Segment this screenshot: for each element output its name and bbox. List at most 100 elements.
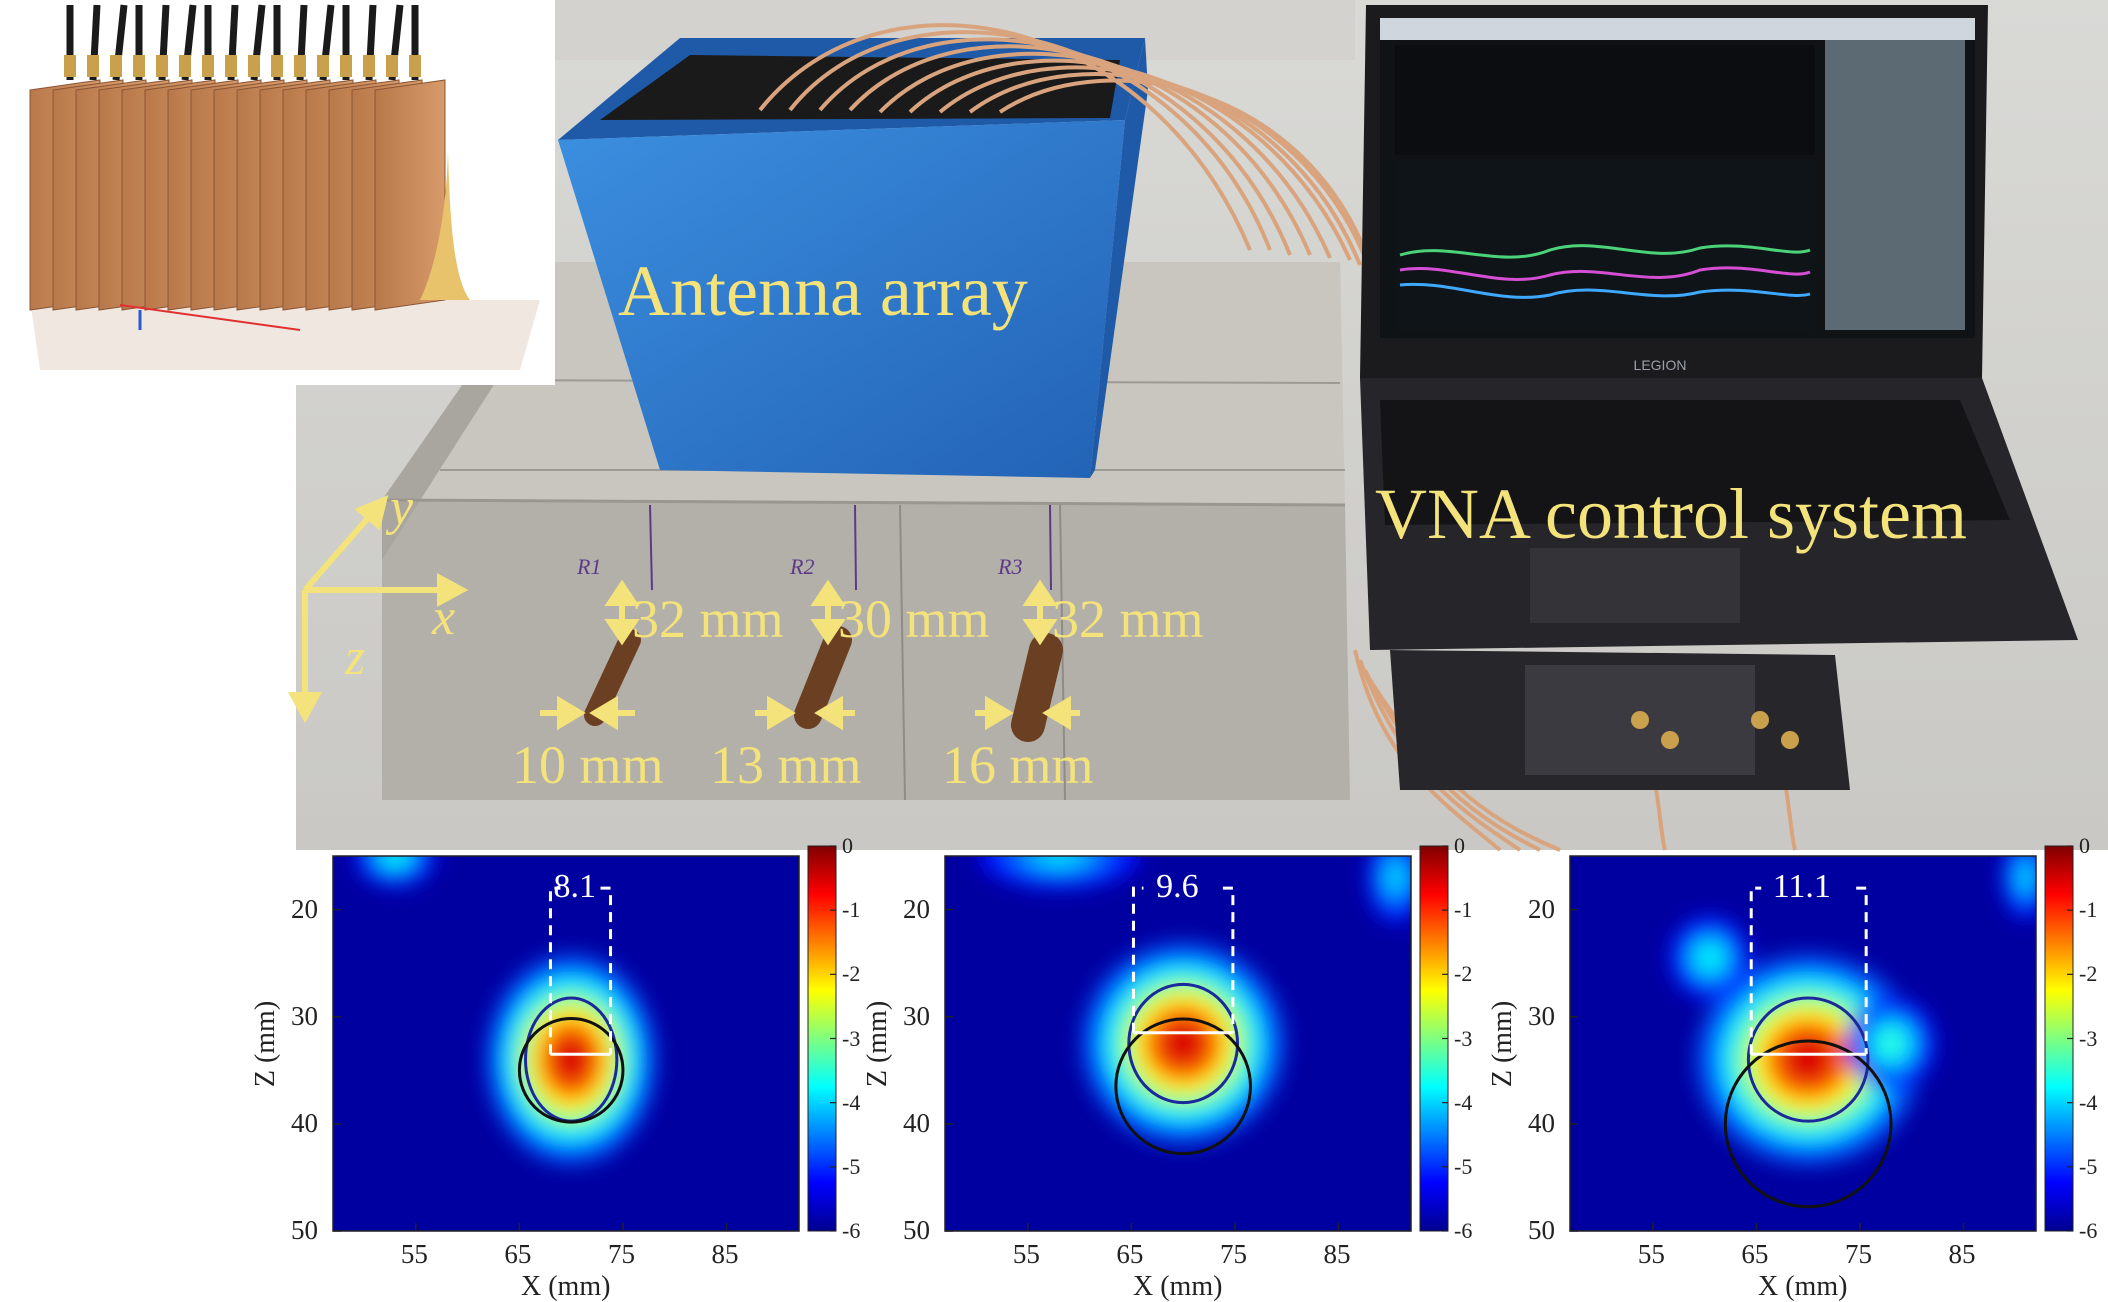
colorbar-tick-label: 0 (2079, 833, 2090, 858)
heatmap-level (1393, 875, 1398, 880)
x-tick-label: 65 (1116, 1239, 1144, 1269)
true-rebar-circle (1723, 1039, 1893, 1209)
heatmap-level (385, 856, 405, 864)
width-bracket (548, 886, 613, 1055)
heatmap-level (1707, 955, 1712, 960)
y-axis-label: Z (mm) (862, 1000, 894, 1087)
heatmap-level (2023, 875, 2028, 880)
sma-connector (340, 55, 352, 77)
axis-x-letter: x (432, 589, 456, 646)
heatmap-level (569, 1057, 574, 1062)
y-tick-label: 30 (291, 1000, 318, 1031)
width-bracket (1749, 886, 1868, 1055)
antenna-feed-trace (420, 150, 470, 300)
y-tick-label: 30 (903, 1000, 930, 1031)
sma-connector (317, 55, 329, 77)
x-axis-label: X (mm) (1133, 1271, 1223, 1302)
y-tick-label: 50 (903, 1215, 930, 1245)
colorbar-tick-label: -6 (842, 1218, 861, 1243)
cover-3-label: 32 mm (1052, 589, 1204, 649)
x-tick-label: 65 (1741, 1239, 1769, 1269)
true-rebar-circle (1114, 1017, 1252, 1156)
x-tick-label: 55 (400, 1239, 428, 1269)
x-axis-label: X (mm) (521, 1271, 611, 1302)
y-tick-label: 40 (291, 1107, 318, 1138)
rebar-1 (584, 629, 641, 726)
sma-connector (409, 55, 421, 77)
colorbar-tick-label: -4 (1454, 1089, 1473, 1115)
colorbar-tick-label: -2 (842, 961, 861, 987)
width-annotation: 9.6 (1156, 868, 1199, 906)
y-tick-label: 30 (1528, 1000, 1555, 1031)
sma-connector (363, 55, 375, 77)
colorbar-tick-label: 0 (1454, 833, 1465, 858)
sma-connector (156, 55, 168, 77)
rebar-3 (1011, 633, 1063, 742)
x-tick-label: 75 (1844, 1239, 1872, 1269)
colorbar-tick-label: -2 (1454, 961, 1473, 987)
diameter-3-label: 16 mm (942, 735, 1094, 795)
heatmap-level (1889, 1041, 1894, 1046)
colorbar-tick-label: -6 (2079, 1218, 2098, 1243)
rebar-mark-1: R1 (577, 554, 602, 579)
heatmap-panel-1 (332, 845, 837, 1232)
colorbar-tick-label: -3 (2079, 1025, 2098, 1051)
x-axis-label: X (mm) (1758, 1271, 1848, 1302)
vna-control-system-label: VNA control system (1375, 474, 1967, 554)
axes-frame (944, 855, 1412, 1232)
y-tick-label: 50 (291, 1215, 318, 1245)
rebar-2 (794, 626, 852, 729)
colorbar-tick-label: -3 (842, 1025, 861, 1051)
true-rebar-circle (517, 1017, 625, 1124)
sma-connector (110, 55, 122, 77)
colorbar-tick-label: -1 (842, 897, 861, 923)
sma-connector (225, 55, 237, 77)
colorbar-tick-label: -5 (2079, 1153, 2098, 1179)
sma-connector (179, 55, 191, 77)
sma-connector (294, 55, 306, 77)
diameter-arrows (540, 695, 1080, 731)
heatmap-level (1039, 856, 1078, 864)
y-tick-label: 20 (903, 893, 930, 924)
y-tick-label: 40 (903, 1107, 930, 1138)
colorbar-tick-label: 0 (842, 833, 853, 858)
colorbar-tick-label: -6 (1454, 1218, 1473, 1243)
diameter-2-label: 13 mm (710, 735, 862, 795)
sma-connector (87, 55, 99, 77)
x-tick-label: 75 (607, 1239, 635, 1269)
diameter-1-label: 10 mm (512, 735, 664, 795)
x-tick-label: 55 (1012, 1239, 1040, 1269)
cover-arrows (604, 579, 1058, 646)
rebar-mark-2: R2 (790, 554, 815, 579)
colorbar-tick-label: -3 (1454, 1025, 1473, 1051)
heatmap-panels (332, 845, 2074, 1232)
contour-line (1127, 982, 1240, 1105)
photo: LEGION (0, 0, 2108, 852)
x-tick-label: 85 (1948, 1239, 1976, 1269)
contour-line (1746, 996, 1870, 1123)
heatmap-panel-3 (1569, 845, 2074, 1232)
colorbar-tick-label: -4 (2079, 1089, 2098, 1115)
heatmap-level (1181, 1041, 1186, 1046)
colorbar-tick-label: -2 (2079, 961, 2098, 987)
antenna-array-label: Antenna array (618, 251, 1028, 331)
colorbar-tick-label: -1 (1454, 897, 1473, 923)
sma-connector (386, 55, 398, 77)
sma-connector (248, 55, 260, 77)
axis-arrows (287, 494, 469, 724)
x-tick-label: 85 (711, 1239, 739, 1269)
x-tick-label: 65 (504, 1239, 532, 1269)
laptop-brand: LEGION (1634, 357, 1687, 373)
rebar-mark-3: R3 (998, 554, 1023, 579)
y-axis-label: Z (mm) (250, 1000, 282, 1087)
laptop: LEGION (1360, 5, 2078, 650)
axis-y-letter: y (390, 479, 414, 536)
antenna-inset-photo (0, 0, 555, 385)
axes-frame (332, 855, 800, 1232)
sma-connector (133, 55, 145, 77)
x-tick-label: 55 (1637, 1239, 1665, 1269)
width-annotation: 11.1 (1772, 868, 1831, 906)
cover-2-label: 30 mm (838, 589, 990, 649)
y-tick-label: 20 (291, 893, 318, 924)
